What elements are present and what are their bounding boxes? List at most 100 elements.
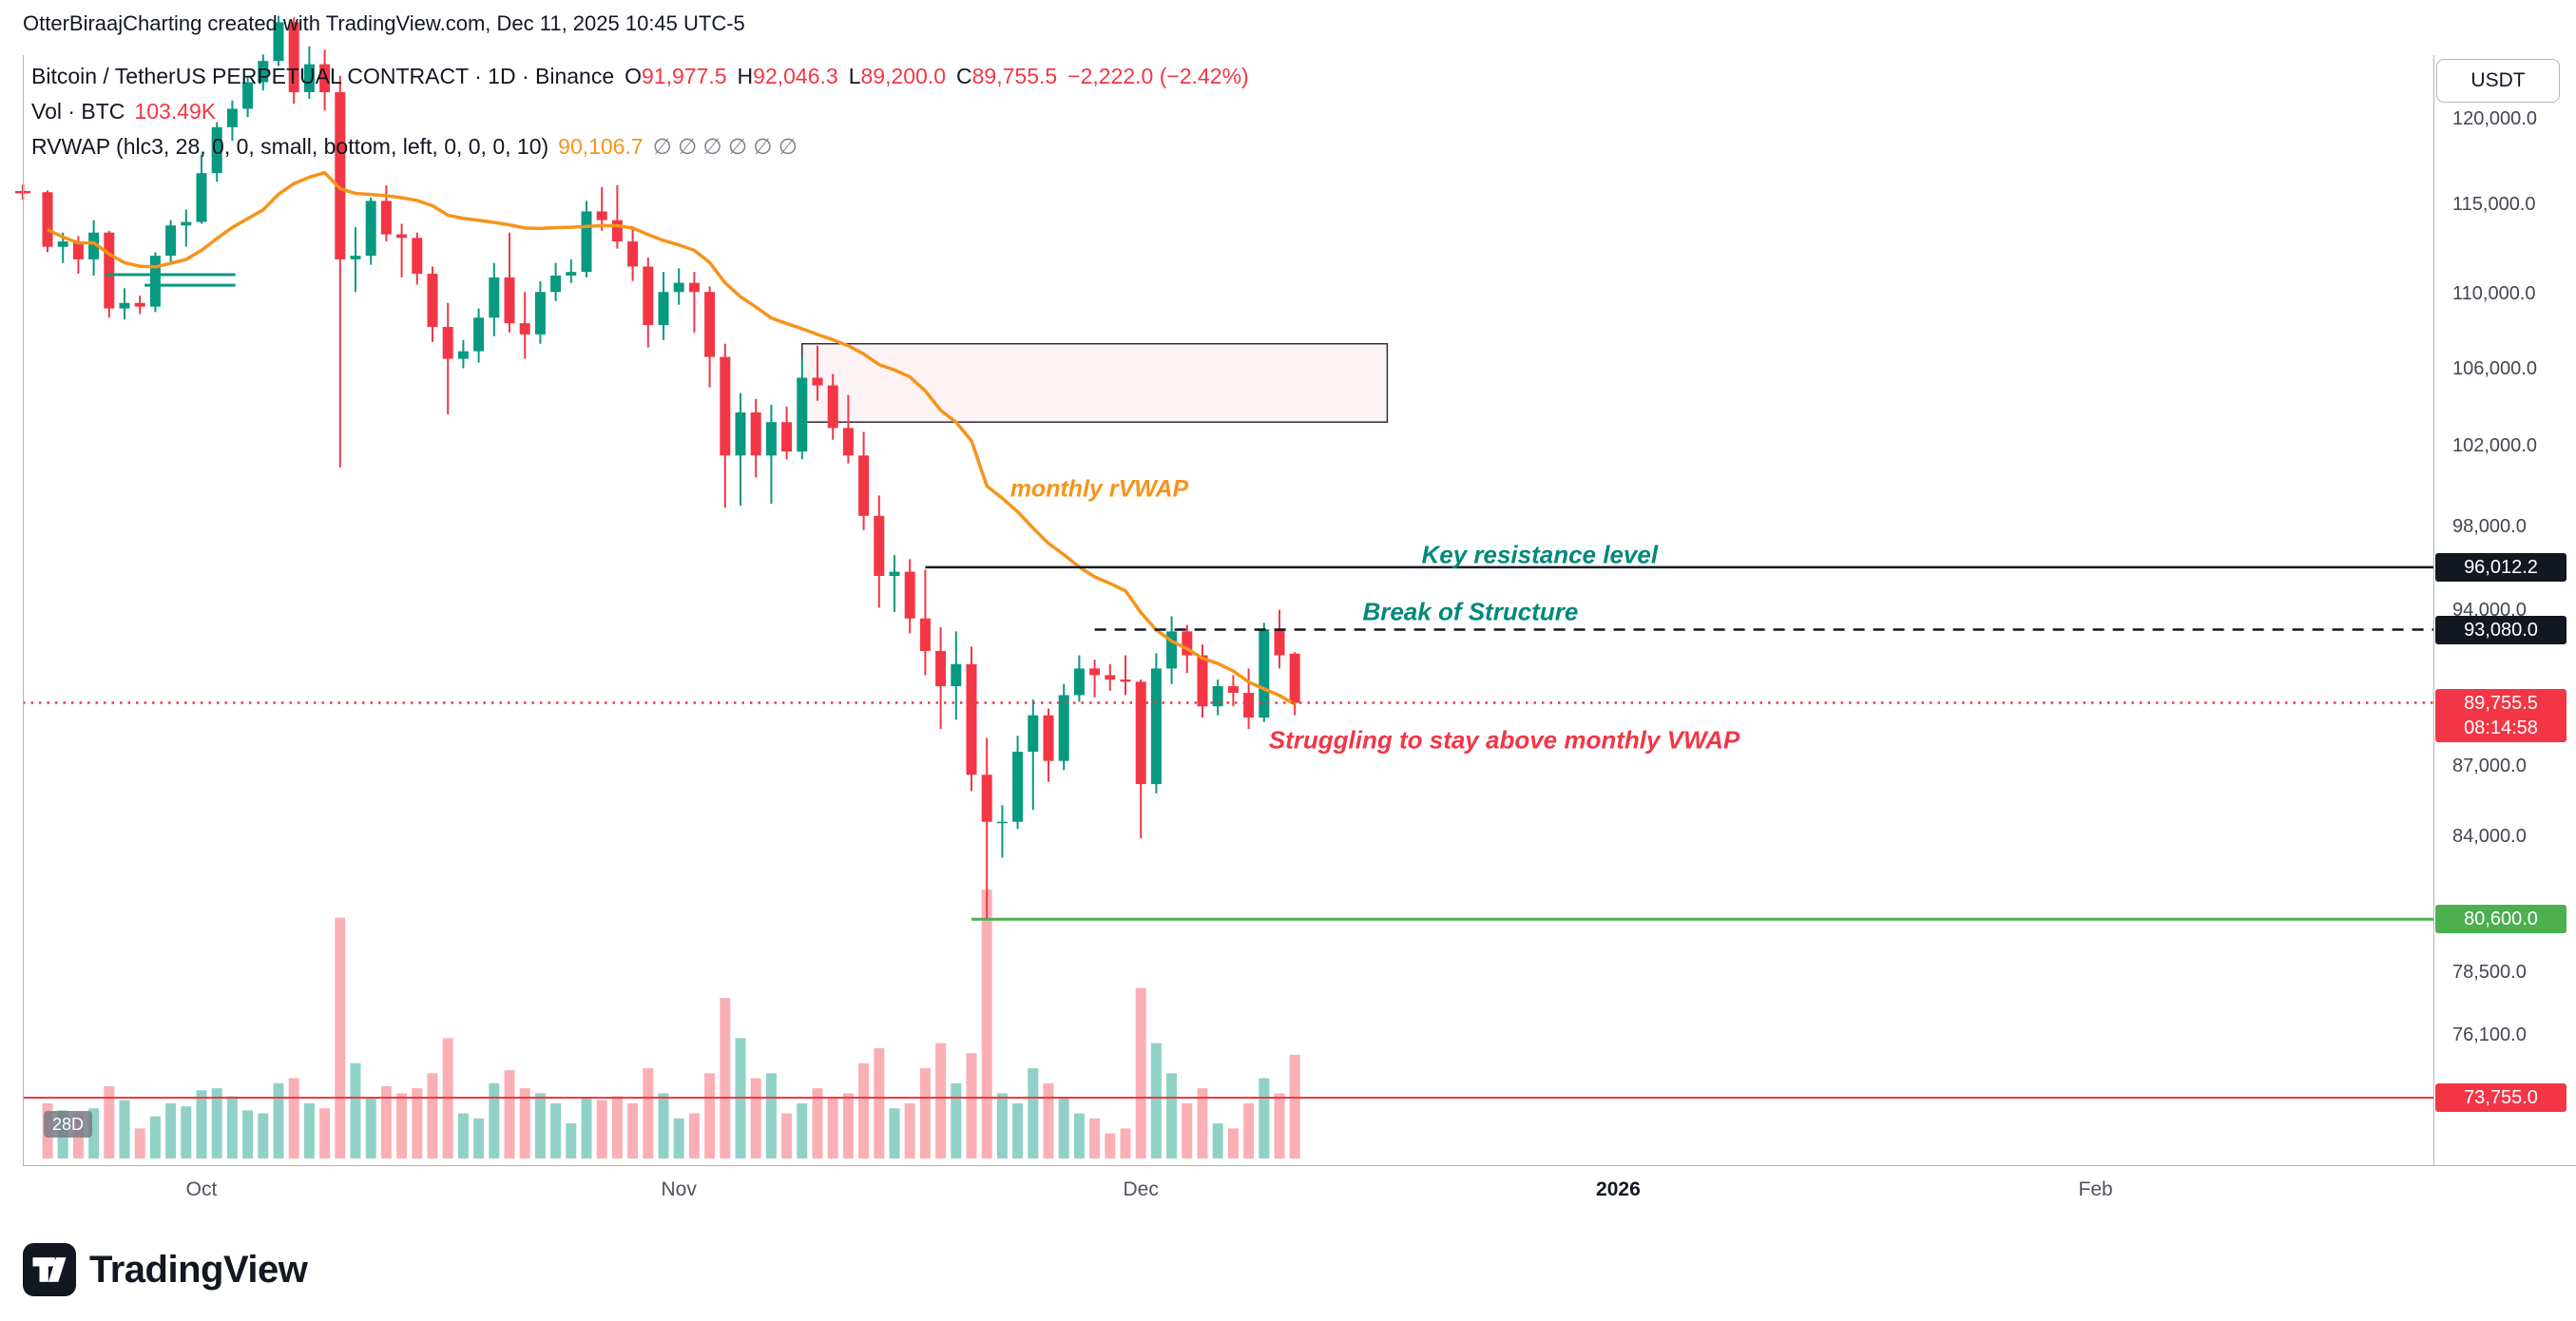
volume-bar (149, 1116, 161, 1158)
candle-down (1274, 629, 1285, 656)
volume-bar (951, 1082, 962, 1158)
candle-down (842, 428, 854, 456)
candle-down (720, 356, 731, 456)
volume-bar (673, 1118, 684, 1158)
volume-bar (412, 1088, 423, 1158)
high-label: H (737, 64, 754, 88)
rvwap-line (47, 170, 1297, 706)
volume-bar (1150, 1043, 1162, 1158)
currency-toggle-button[interactable]: USDT (2436, 59, 2560, 103)
candle-down (1197, 655, 1208, 707)
volume-bar (489, 1082, 500, 1158)
price-tick: 78,500.0 (2452, 962, 2527, 984)
candle-down (919, 618, 931, 651)
candle-down (504, 277, 515, 324)
volume-bar (1120, 1128, 1131, 1158)
indicator-label: RVWAP (hlc3, 28, 0, 0, small, bottom, le… (31, 134, 549, 159)
volume-bar (1212, 1123, 1223, 1158)
candle-up (57, 241, 68, 247)
tradingview-logo[interactable]: TradingView (23, 1243, 308, 1296)
close-label: C (956, 64, 972, 88)
volume-label: Vol · BTC (31, 99, 125, 124)
volume-bar (1243, 1102, 1255, 1158)
price-tick: 120,000.0 (2452, 108, 2537, 129)
close-value: 89,755.5 (971, 64, 1058, 88)
volume-bar (1274, 1093, 1285, 1158)
rvwap-period-badge: 28D (44, 1111, 93, 1138)
candle-down (288, 22, 299, 92)
symbol-row[interactable]: Bitcoin / TetherUS PERPETUAL CONTRACT · … (31, 59, 1249, 94)
candle-down (596, 211, 607, 220)
key-resistance-text[interactable]: Key resistance level (1421, 540, 1659, 569)
volume-bar (858, 1063, 870, 1158)
struggle-text[interactable]: Struggling to stay above monthly VWAP (1268, 725, 1740, 755)
volume-bar (1259, 1078, 1270, 1158)
candle-down (627, 241, 639, 267)
time-axis[interactable]: Oct Nov Dec 2026 Feb (0, 1166, 2576, 1216)
volume-bar (165, 1102, 177, 1158)
candle-down (935, 650, 947, 687)
volume-bar (519, 1088, 530, 1158)
time-tick: Nov (661, 1178, 697, 1200)
candle-up (119, 302, 130, 309)
candle-down (104, 232, 115, 309)
candle-up (1012, 751, 1024, 822)
volume-bar (1227, 1128, 1239, 1158)
volume-bar (319, 1108, 331, 1158)
price-axis[interactable]: 120,000.0 115,000.0 110,000.0 106,000.0 102,… (2433, 0, 2576, 1321)
rvwap-text[interactable]: monthly rVWAP (1009, 475, 1189, 503)
price-tick: 94,000.0 (2452, 599, 2527, 621)
volume-bar (211, 1088, 222, 1158)
time-tick: Dec (1123, 1178, 1159, 1200)
candle-down (72, 241, 84, 259)
candle-up (303, 64, 315, 92)
volume-bar (181, 1106, 192, 1158)
volume-bar (581, 1098, 592, 1158)
supply-zone[interactable] (801, 342, 1389, 423)
candle-down (781, 422, 793, 452)
low-label: L (848, 64, 861, 88)
volume-bar (457, 1113, 469, 1158)
volume-bar (842, 1093, 854, 1158)
volume-bar (88, 1108, 100, 1158)
volume-bar (1166, 1073, 1178, 1158)
volume-bar (504, 1070, 515, 1158)
candle-up (658, 292, 669, 326)
bos-text[interactable]: Break of Structure (1362, 597, 1579, 626)
candle-down (858, 455, 870, 516)
candle-up (550, 275, 562, 293)
indicator-row[interactable]: RVWAP (hlc3, 28, 0, 0, small, bottom, le… (31, 129, 1249, 164)
candle-down (827, 385, 838, 429)
price-tick: 76,100.0 (2452, 1024, 2527, 1045)
tradingview-wordmark: TradingView (89, 1248, 308, 1291)
volume-bar (720, 998, 731, 1158)
volume-bar (566, 1123, 577, 1158)
candle-up (181, 221, 192, 226)
volume-bar (797, 1102, 808, 1158)
candle-up (951, 663, 962, 687)
candle-down (643, 266, 654, 326)
candle-up (1073, 668, 1085, 696)
swing-low-line-label: 73,755.0 (2435, 1083, 2566, 1112)
candle-up (88, 232, 100, 259)
candle-up (165, 225, 177, 257)
volume-bar (596, 1100, 607, 1158)
volume-bar (196, 1090, 207, 1158)
volume-bar (335, 917, 346, 1158)
symbol-title: Bitcoin / TetherUS PERPETUAL CONTRACT · … (31, 64, 615, 88)
open-value: 91,977.5 (642, 64, 727, 88)
candle-down (966, 663, 977, 775)
support-line-label: 80,600.0 (2435, 905, 2566, 934)
volume-row[interactable]: Vol · BTC 103.49K (31, 94, 1249, 129)
volume-bar (765, 1073, 777, 1158)
volume-bar (981, 890, 992, 1158)
volume-bar (611, 1096, 623, 1158)
candle-up (797, 377, 808, 452)
volume-bar (996, 1093, 1008, 1158)
candle-down (1243, 693, 1255, 718)
volume-bar (380, 1086, 392, 1158)
volume-bar (365, 1098, 376, 1158)
current-price-line-label: 89,755.5 08:14:58 (2435, 688, 2566, 742)
